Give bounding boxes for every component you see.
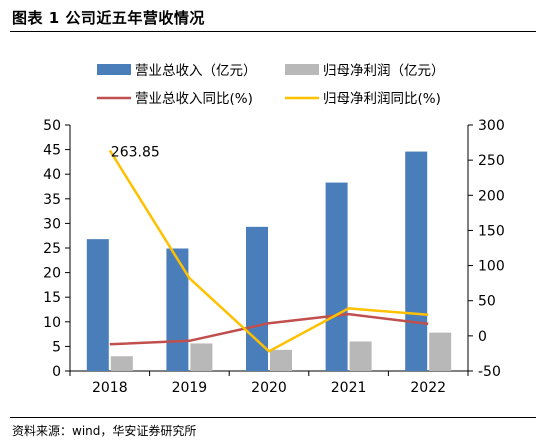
legend-revenue-yoy-label: 营业总收入同比(%) [135,91,253,107]
x-tick-label: 2019 [172,380,208,396]
left-tick-label: 20 [43,266,61,282]
legend-net-profit-swatch [285,64,319,75]
left-tick-label: 30 [43,216,61,232]
revenue-bar [405,151,428,371]
x-tick-label: 2021 [331,380,367,396]
net-profit-bar [429,332,452,371]
left-tick-label: 5 [52,339,61,355]
legend-net-profit-yoy-label: 归母净利润同比(%) [323,90,441,107]
legend-revenue-label: 营业总收入（亿元） [135,63,257,79]
net-profit-bar [110,356,133,371]
right-tick-label: 50 [478,294,496,310]
net-profit-bar [190,343,213,371]
data-label: 263.85 [111,144,160,160]
revenue-yoy-line [109,312,429,346]
left-tick-label: 45 [43,143,61,159]
revenue-bar [325,182,348,371]
x-tick-label: 2020 [251,380,287,396]
left-tick-label: 50 [43,118,61,134]
left-tick-label: 40 [43,167,61,183]
right-tick-label: -50 [478,364,501,380]
x-tick-label: 2018 [92,380,128,396]
left-tick-label: 15 [43,290,61,306]
left-tick-label: 35 [43,192,61,208]
net-profit-yoy-line [108,149,429,353]
right-tick-label: 300 [478,118,505,134]
net-profit-bar [349,341,372,371]
left-tick-label: 10 [43,315,61,331]
right-tick-label: 200 [478,188,505,204]
source-note: 资料来源：wind，华安证券研究所 [12,424,197,438]
revenue-bar [86,239,109,371]
right-tick-label: 0 [478,329,487,345]
left-tick-label: 25 [43,241,61,257]
left-tick-label: 0 [52,364,61,380]
right-tick-label: 150 [478,223,505,239]
right-tick-label: 250 [478,153,505,169]
revenue-bar [166,248,189,371]
revenue-bar [246,226,268,371]
net-profit-bar [270,349,292,371]
figure-title: 图表 1 公司近五年营收情况 [12,9,205,27]
top-rule [10,31,536,32]
right-tick-label: 100 [478,259,505,275]
legend-revenue-swatch [97,64,131,75]
bottom-rule [10,417,536,418]
x-tick-label: 2022 [410,380,446,396]
legend-net-profit-label: 归母净利润（亿元） [323,62,445,79]
